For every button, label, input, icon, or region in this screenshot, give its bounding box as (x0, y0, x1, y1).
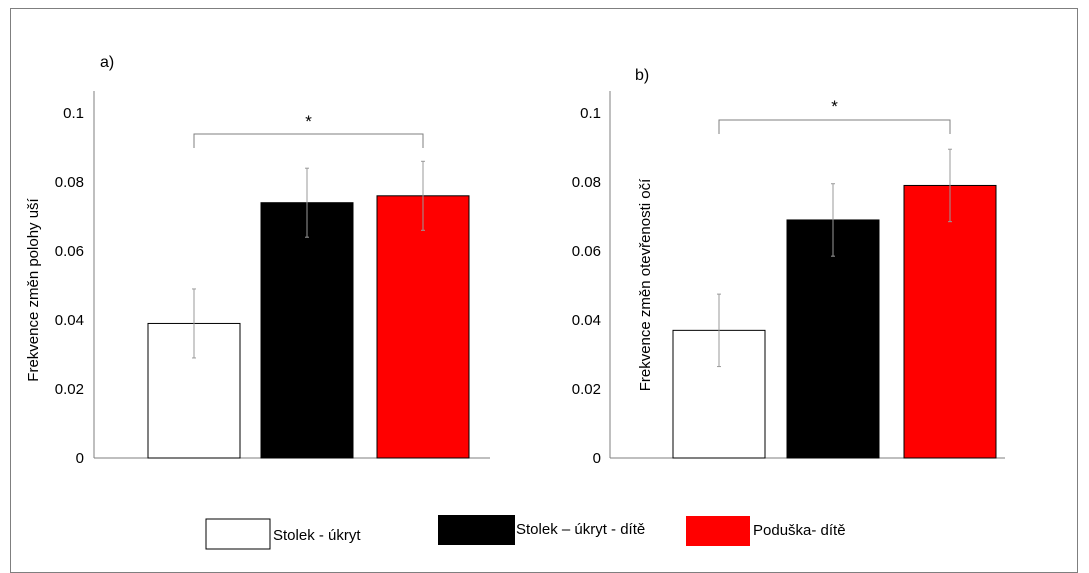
legend-label-stolek-ukryt-dite: Stolek – úkryt - dítě (516, 521, 645, 538)
legend-swatch-poduska-dite (686, 516, 750, 546)
panel-b-plot: 0 0.02 0.04 0.06 0.08 0.1 * (572, 91, 1005, 467)
panel-b-y-axis-title: Frekvence změn otevřenosti očí (637, 178, 654, 391)
panel-b-y-tick-label: 0.02 (572, 381, 601, 398)
panel-b-bar-3 (903, 184, 997, 459)
panel-a-y-tick-label: 0.04 (55, 312, 84, 329)
legend-swatch-stolek-ukryt (205, 518, 271, 550)
legend-label-poduska-dite: Poduška- dítě (753, 522, 846, 539)
panel-a-label: a) (100, 54, 114, 71)
panel-b-bar-2 (786, 219, 880, 459)
panel-b-label: b) (635, 67, 649, 84)
panel-b-y-tick-label: 0.04 (572, 312, 601, 329)
panel-b-y-tick-label: 0.06 (572, 243, 601, 260)
panel-b-y-tick-label: 0.1 (580, 105, 601, 122)
panel-b-significance-label: * (831, 97, 838, 116)
legend: Stolek - úkryt Stolek – úkryt - dítě Pod… (205, 515, 846, 550)
panel-a-y-tick-label: 0.08 (55, 174, 84, 191)
panel-a-plot: 0 0.02 0.04 0.06 0.08 0.1 * (55, 91, 490, 467)
panel-a-significance-bracket (193, 133, 424, 148)
figure-frame (10, 8, 1078, 573)
panel-b-y-tick-label: 0 (593, 450, 601, 467)
panel-b-significance-bracket (718, 119, 951, 134)
panel-a-significance-label: * (305, 112, 312, 131)
panel-a-y-axis-title: Frekvence změn polohy uší (25, 197, 42, 381)
panel-b-y-tick-label: 0.08 (572, 174, 601, 191)
panel-a-y-tick-label: 0.02 (55, 381, 84, 398)
panel-a-y-tick-label: 0.06 (55, 243, 84, 260)
panel-a-bar-2 (260, 202, 354, 459)
legend-label-stolek-ukryt: Stolek - úkryt (273, 527, 361, 544)
panel-a-y-tick-label: 0.1 (63, 105, 84, 122)
panel-a-y-tick-label: 0 (76, 450, 84, 467)
legend-swatch-stolek-ukryt-dite (438, 515, 515, 545)
panel-a-bar-3 (376, 195, 470, 459)
